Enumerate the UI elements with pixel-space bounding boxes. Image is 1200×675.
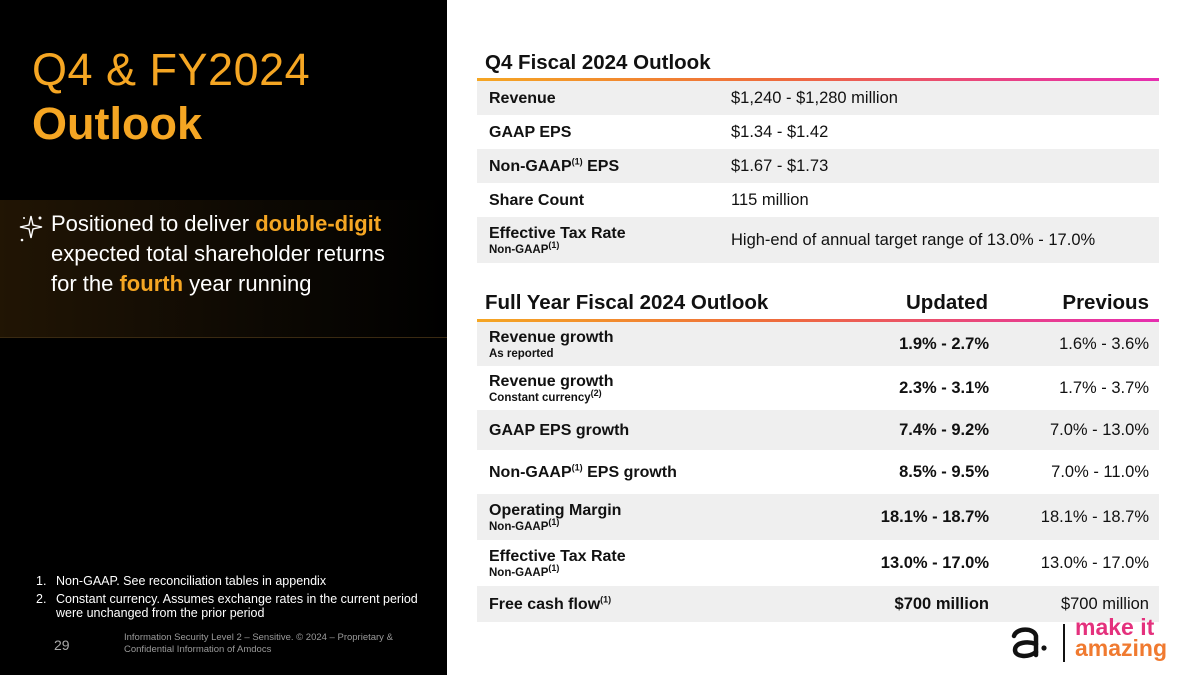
fy-row-gaap-eps-growth: GAAP EPS growth 7.4% - 9.2% 7.0% - 13.0% [477,410,1159,450]
page-number: 29 [54,637,70,653]
q4-row-share-count: Share Count 115 million [489,190,809,209]
claim-highlight-2: fourth [119,271,184,296]
fy-row-operating-margin: Operating Margin Non-GAAP(1) 18.1% - 18.7… [477,494,1159,540]
left-panel: Q4 & FY2024 Outlook Positioned to delive… [0,0,447,675]
claim-text-3: year running [183,271,312,296]
fy-row-free-cash-flow: Free cash flow(1) $700 million $700 mill… [477,586,1159,622]
title-line-2: Outlook [32,98,202,149]
amdocs-logo-icon [1011,627,1047,659]
claim-highlight-1: double-digit [255,211,382,236]
highlight-band [0,200,447,338]
claim-text-2: expected total shareholder returns for t… [51,241,385,296]
logo-divider [1063,624,1065,662]
col-header-updated: Updated [906,291,988,314]
fy-outlook-title: Full Year Fiscal 2024 Outlook [485,291,769,314]
fy-row-tax-rate: Effective Tax Rate Non-GAAP(1) 13.0% - 17… [489,547,1149,579]
q4-row-tax-rate: Effective Tax Rate Non-GAAP(1) High-end o… [477,217,1159,263]
col-header-previous: Previous [1062,291,1149,314]
title-line-1: Q4 & FY2024 [32,44,311,95]
fy-row-revenue-cc: Revenue growth Constant currency(2) 2.3% … [489,372,1149,404]
brand-tagline: make it amazing [1075,614,1168,661]
value-claim: Positioned to deliver double-digit expec… [51,209,396,299]
footnote-2: 2. Constant currency. Assumes exchange ra… [36,592,418,620]
q4-outlook-title: Q4 Fiscal 2024 Outlook [485,51,711,74]
claim-text-1: Positioned to deliver [51,211,256,236]
q4-row-non-gaap-eps: Non-GAAP(1) EPS $1.67 - $1.73 [477,149,1159,183]
sparkle-icon [19,215,43,242]
tagline-line-1: make it [1075,614,1155,640]
q4-title-rule [477,78,1159,81]
tagline-line-2: amazing [1075,635,1168,661]
fy-title-rule [477,319,1159,322]
footnotes: 1. Non-GAAP. See reconciliation tables in… [36,574,436,624]
footnote-1: 1. Non-GAAP. See reconciliation tables in… [36,574,327,588]
q4-row-gaap-eps: GAAP EPS $1.34 - $1.42 [489,122,829,141]
legal-notice: Information Security Level 2 – Sensitive… [124,632,393,655]
q4-row-revenue: Revenue $1,240 - $1,280 million [477,81,1159,115]
fy-row-revenue-reported: Revenue growth As reported 1.9% - 2.7% 1.… [477,322,1159,366]
fy-row-non-gaap-eps-growth: Non-GAAP(1) EPS growth 8.5% - 9.5% 7.0% … [489,462,1149,481]
